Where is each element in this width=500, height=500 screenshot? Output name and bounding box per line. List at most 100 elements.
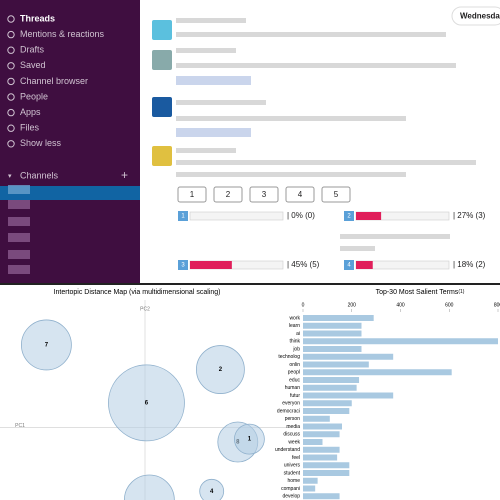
- nav-icon: [7, 108, 15, 117]
- nav-item[interactable]: Threads: [20, 13, 55, 23]
- date-badge-box: [451, 6, 500, 26]
- topic-bubble[interactable]: [108, 364, 185, 442]
- active-channel[interactable]: [0, 186, 140, 200]
- option-icon: [344, 211, 354, 221]
- chart-title: Top-30 Most Salient Terms(1): [376, 289, 465, 296]
- poll-bar: [356, 212, 382, 220]
- term-label: media: [286, 424, 300, 430]
- avatar: [152, 50, 172, 70]
- nav-item[interactable]: Files: [20, 123, 40, 133]
- term-bar[interactable]: [303, 384, 357, 391]
- nav-icon: [7, 93, 15, 101]
- avatar: [152, 20, 172, 40]
- nav-item[interactable]: Mentions & reactions: [20, 29, 105, 39]
- term-bar[interactable]: [303, 400, 352, 407]
- poll-button[interactable]: [213, 186, 243, 203]
- term-bar[interactable]: [303, 353, 394, 360]
- channel-blur: [8, 217, 30, 226]
- blurred-text: [176, 116, 406, 121]
- term-bar[interactable]: [303, 454, 338, 461]
- nav-icon: [7, 77, 15, 86]
- poll-button-label: 2: [226, 190, 231, 199]
- nav-item[interactable]: Saved: [20, 60, 46, 70]
- term-label: peopl: [288, 370, 300, 376]
- term-label: learn: [289, 323, 300, 329]
- term-label: person: [285, 416, 301, 422]
- term-label: educ: [289, 377, 300, 383]
- poll-button[interactable]: [249, 186, 279, 203]
- option-label: 2: [347, 214, 351, 220]
- topic-bubble[interactable]: [123, 474, 175, 500]
- term-label: human: [285, 385, 301, 391]
- title-note: (1): [458, 289, 464, 295]
- term-bar[interactable]: [303, 493, 340, 500]
- caret: ▾: [8, 173, 12, 180]
- term-label: home: [287, 478, 300, 484]
- blurred-text: [176, 63, 456, 68]
- poll-button[interactable]: [177, 186, 207, 203]
- term-bar[interactable]: [303, 322, 362, 329]
- x-tick-label: 600: [445, 302, 454, 308]
- topic-label: 7: [45, 343, 49, 349]
- term-bar[interactable]: [303, 330, 362, 337]
- blurred-text: [176, 172, 406, 177]
- blurred-text: [176, 148, 236, 153]
- term-bar[interactable]: [303, 439, 323, 445]
- term-bar[interactable]: [303, 315, 374, 321]
- blurred-chips: [176, 76, 251, 85]
- term-label: everyon: [282, 401, 300, 407]
- term-bar[interactable]: [303, 346, 362, 352]
- term-label: ai: [296, 331, 300, 337]
- topic-bubble[interactable]: [195, 345, 245, 394]
- term-bar[interactable]: [303, 361, 369, 368]
- poll-button-label: 4: [298, 190, 303, 199]
- option-icon: [178, 211, 188, 221]
- blurred-text: [176, 32, 446, 37]
- channel-blur: [8, 265, 30, 274]
- poll-track: [189, 211, 284, 221]
- term-bar[interactable]: [303, 377, 360, 383]
- nav-item[interactable]: Apps: [20, 107, 41, 117]
- nav-icon: [7, 140, 15, 148]
- term-label: week: [288, 439, 300, 445]
- nav-icon: [7, 15, 15, 23]
- term-bar[interactable]: [303, 408, 350, 414]
- option-icon: [178, 260, 188, 270]
- topic-label: 6: [145, 400, 149, 406]
- term-bar[interactable]: [303, 369, 452, 376]
- topic-label: 2: [219, 367, 223, 373]
- term-bar[interactable]: [303, 485, 316, 492]
- nav-item[interactable]: Show less: [20, 138, 62, 148]
- poll-result: | 45% (5): [287, 260, 320, 269]
- topic-bubble[interactable]: [233, 423, 265, 455]
- add-channel[interactable]: +: [121, 168, 128, 182]
- topic-label: 1: [248, 437, 252, 443]
- term-label: onlin: [289, 362, 300, 368]
- nav-icon: [7, 62, 15, 70]
- nav-item[interactable]: Drafts: [20, 45, 45, 55]
- blurred-text: [176, 48, 236, 53]
- option-label: 1: [181, 214, 185, 220]
- term-bar[interactable]: [303, 477, 318, 484]
- x-tick-label: 200: [348, 302, 357, 308]
- channels-header[interactable]: Channels: [20, 170, 59, 180]
- topic-bubble[interactable]: [199, 478, 225, 500]
- poll-button[interactable]: [321, 186, 351, 203]
- term-bar[interactable]: [303, 446, 340, 453]
- term-bar[interactable]: [303, 431, 340, 438]
- x-tick-label: 0: [302, 302, 305, 308]
- poll-button[interactable]: [285, 186, 315, 203]
- nav-item[interactable]: Channel browser: [20, 76, 88, 86]
- term-bar[interactable]: [303, 470, 350, 476]
- term-bar[interactable]: [303, 392, 394, 399]
- term-bar[interactable]: [303, 462, 350, 469]
- term-label: futur: [290, 393, 300, 399]
- term-bar[interactable]: [303, 338, 498, 345]
- nav-item[interactable]: People: [20, 91, 48, 101]
- term-label: feel: [292, 455, 300, 461]
- topic-bubble[interactable]: [21, 319, 72, 371]
- term-bar[interactable]: [303, 423, 342, 430]
- term-bar[interactable]: [303, 415, 330, 422]
- term-label: student: [284, 470, 301, 476]
